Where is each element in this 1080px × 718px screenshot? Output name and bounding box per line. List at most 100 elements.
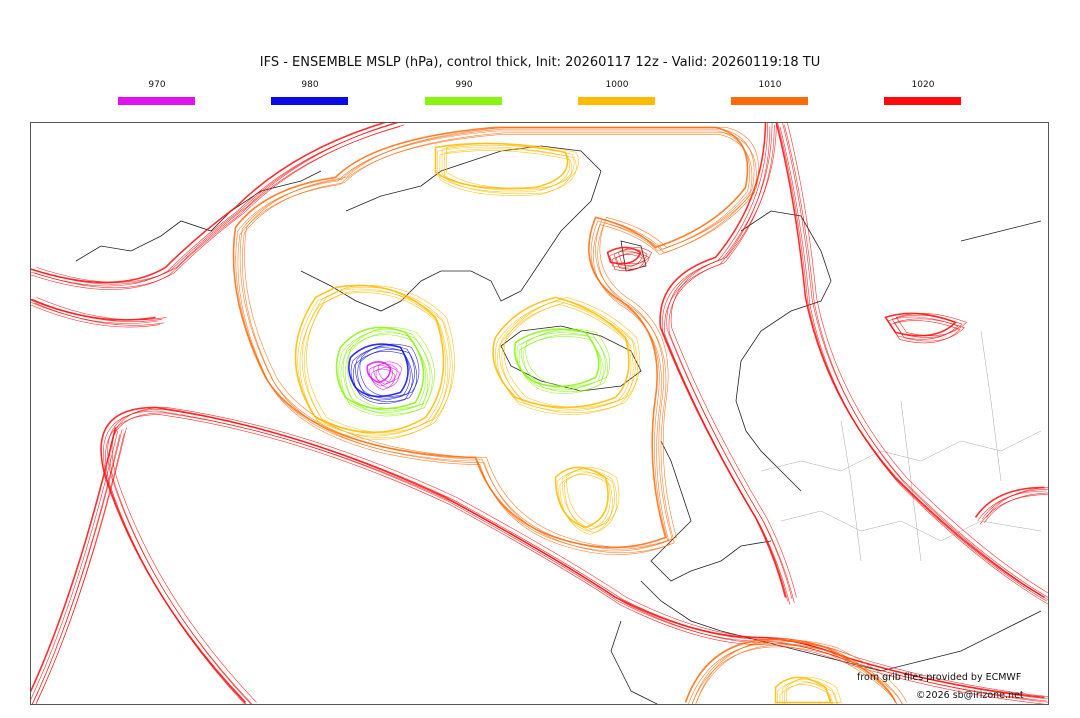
isobar-1020 (31, 298, 156, 321)
isobar-1010 (239, 128, 755, 550)
isobar-1020 (668, 124, 795, 603)
legend-item-1020: 1020 (884, 80, 962, 105)
legend-swatch (578, 97, 655, 105)
isobar-1020 (36, 123, 396, 283)
isobar-1020 (670, 123, 797, 598)
isobar-990 (347, 327, 435, 410)
isobar-1020 (31, 126, 400, 290)
isobar-1020 (31, 304, 160, 328)
isobar-1020 (779, 126, 1048, 605)
isobar-1020 (100, 406, 1045, 703)
copyright-credit: ©2026 sb@irizone.net (916, 690, 1024, 701)
legend-item-990: 990 (425, 80, 503, 105)
isobar-1020 (884, 312, 957, 337)
isobar-1020 (615, 252, 650, 270)
isobar-1020 (609, 250, 644, 268)
isobar-1020 (31, 123, 398, 287)
isobar-1010 (235, 130, 750, 552)
isobar-1000 (497, 304, 634, 415)
isobar-1020 (36, 427, 127, 703)
isobar-1020 (666, 123, 793, 600)
coastlines (75, 145, 1042, 704)
legend-swatch (271, 97, 348, 105)
isobar-1020 (775, 123, 1045, 599)
isobar-1020 (664, 126, 791, 605)
legend-swatch (731, 97, 808, 105)
isobar-1020 (103, 410, 1047, 704)
isobar-1000 (304, 290, 453, 438)
isobar-990 (335, 326, 425, 410)
isobar-1000 (563, 472, 618, 534)
isobar-1020 (889, 320, 961, 344)
source-credit: from grib files provided by ECMWF (857, 672, 1022, 683)
isobar-1020 (31, 430, 118, 700)
isobar-1010 (242, 132, 757, 554)
isobar-970 (366, 361, 392, 384)
isobar-990 (513, 328, 600, 388)
legend-item-980: 980 (271, 80, 349, 105)
isobar-1000 (441, 144, 575, 191)
isobar-970 (375, 367, 400, 389)
isobar-1020 (31, 429, 123, 704)
isobar-map (31, 123, 1048, 704)
legend-item-970: 970 (118, 80, 196, 105)
isobar-1020 (893, 318, 965, 342)
isobar-1000 (297, 288, 446, 437)
isobar-1020 (618, 247, 652, 264)
legend-swatch (425, 97, 502, 105)
isobar-1020 (896, 313, 968, 337)
country-borders (760, 330, 1042, 562)
isobar-1000 (783, 682, 839, 704)
isobar-1000 (446, 143, 579, 189)
isobar-1000 (774, 676, 832, 704)
isobar-970 (369, 365, 394, 387)
isobar-980 (352, 351, 413, 404)
legend-swatch (884, 97, 961, 105)
legend-swatch (118, 97, 195, 105)
isobar-1010 (696, 639, 907, 703)
isobar-1010 (237, 134, 753, 555)
isobar-980 (350, 347, 411, 401)
isobar-1020 (32, 123, 398, 285)
isobar-1000 (777, 680, 833, 704)
isobar-1010 (684, 638, 897, 703)
isobar-1020 (105, 414, 1047, 704)
isobar-1010 (691, 641, 903, 704)
isobar-1020 (611, 254, 646, 272)
isobar-1020 (787, 123, 1048, 594)
isobar-1020 (31, 302, 158, 324)
isobar-1000 (306, 285, 455, 433)
isobar-990 (518, 335, 604, 394)
isobar-1000 (299, 292, 449, 440)
isobar-1000 (439, 150, 573, 196)
isobar-990 (525, 328, 611, 387)
isobar-1020 (777, 123, 1047, 602)
isobar-1020 (974, 486, 1045, 518)
isobar-1020 (109, 412, 1048, 704)
isobar-1020 (606, 246, 642, 265)
isobar-1020 (34, 124, 405, 289)
isobar-1020 (31, 298, 163, 322)
isobar-1000 (492, 296, 630, 409)
isobar-990 (523, 334, 608, 393)
isobar-1000 (781, 678, 838, 704)
isobar-970 (371, 368, 396, 390)
isobar-1020 (111, 407, 1048, 703)
isobar-1020 (659, 123, 787, 598)
isobar-1010 (691, 646, 898, 704)
isobar-1000 (499, 298, 636, 410)
isobar-1020 (36, 297, 167, 321)
isobar-1000 (494, 300, 632, 412)
isobar-1000 (503, 297, 641, 408)
map-title: IFS - ENSEMBLE MSLP (hPa), control thick… (259, 55, 821, 70)
isobar-980 (359, 343, 420, 397)
isobar-990 (345, 332, 433, 415)
isobar-1000 (501, 302, 638, 414)
isobar-1000 (294, 284, 445, 434)
isobar-1020 (887, 316, 959, 340)
isobar-1020 (891, 314, 963, 338)
isobar-1010 (695, 644, 903, 704)
isobar-1000 (443, 148, 577, 195)
isobar-1010 (244, 127, 759, 548)
isobar-1000 (301, 286, 451, 435)
